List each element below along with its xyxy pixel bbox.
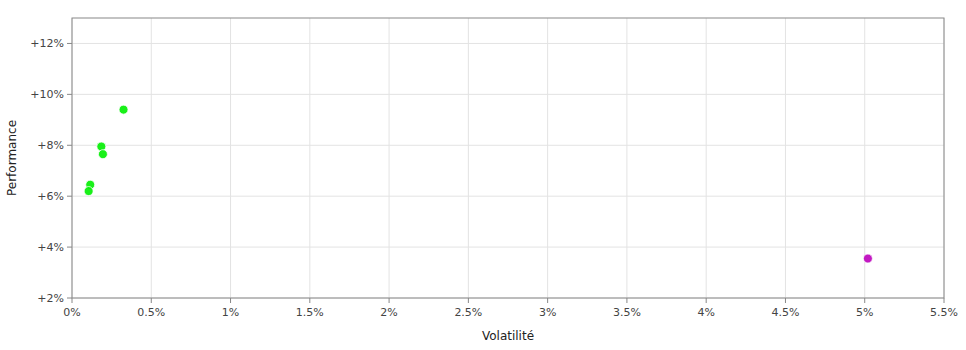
tick-label: +12%	[30, 37, 64, 50]
point	[119, 105, 128, 114]
chart-container: 0% 0.5% 1% 1.5% 2% 2.5% 3% 3.5% 4% 4.5% 5% 5.5% +2% +…	[0, 0, 966, 350]
tick-label: +8%	[37, 139, 64, 152]
grid-line	[706, 18, 707, 298]
page: {"chart_data": {"type": "scatter", "xlab…	[0, 0, 966, 350]
tick	[67, 43, 72, 44]
tick	[547, 298, 548, 303]
tick-label: +10%	[30, 88, 64, 101]
x-axis-label: Volatilité	[482, 329, 534, 343]
tick-label: +6%	[37, 190, 64, 203]
tick	[72, 298, 73, 303]
tick	[67, 247, 72, 248]
chart: 0% 0.5% 1% 1.5% 2% 2.5% 3% 3.5% 4% 4.5% 5% 5.5% +2% +…	[0, 0, 966, 350]
axes: 0% 0.5% 1% 1.5% 2% 2.5% 3% 3.5% 4% 4.5% 5% 5.5% +2% +…	[30, 18, 958, 319]
points	[84, 105, 872, 263]
grid-line	[626, 18, 627, 298]
tick	[309, 298, 310, 303]
tick	[706, 298, 707, 303]
tick	[67, 298, 72, 299]
tick	[67, 94, 72, 95]
tick-label: 3%	[539, 306, 556, 319]
grid-line	[389, 18, 390, 298]
y-axis-label: Performance	[5, 120, 19, 196]
plot-frame	[72, 18, 944, 298]
tick-label: 4%	[697, 306, 714, 319]
tick-label: 2%	[380, 306, 397, 319]
grid-line	[468, 18, 469, 298]
series	[863, 254, 872, 263]
grid-line	[230, 18, 231, 298]
tick	[67, 196, 72, 197]
grid-line	[547, 18, 548, 298]
tick	[785, 298, 786, 303]
tick	[151, 298, 152, 303]
point	[84, 187, 93, 196]
tick-label: 0%	[63, 306, 80, 319]
grid-line	[309, 18, 310, 298]
grid-line	[72, 94, 944, 95]
tick-label: 5.5%	[930, 306, 958, 319]
grid-line	[72, 145, 944, 146]
tick	[389, 298, 390, 303]
tick	[864, 298, 865, 303]
tick	[944, 298, 945, 303]
point	[863, 254, 872, 263]
tick-label: 0.5%	[137, 306, 165, 319]
tick-label: 5%	[856, 306, 873, 319]
grid-line	[72, 247, 944, 248]
tick-label: +4%	[37, 241, 64, 254]
tick-label: 1%	[222, 306, 239, 319]
tick-label: 4.5%	[771, 306, 799, 319]
tick-label: 3.5%	[613, 306, 641, 319]
tick	[626, 298, 627, 303]
tick	[67, 145, 72, 146]
tick-label: 1.5%	[296, 306, 324, 319]
point	[98, 150, 107, 159]
tick-label: 2.5%	[454, 306, 482, 319]
grid-line	[72, 196, 944, 197]
tick	[468, 298, 469, 303]
grid-line	[72, 43, 944, 44]
grid	[72, 18, 944, 298]
tick	[230, 298, 231, 303]
grid-line	[785, 18, 786, 298]
tick-label: +2%	[37, 292, 64, 305]
series	[84, 105, 128, 195]
grid-line	[151, 18, 152, 298]
